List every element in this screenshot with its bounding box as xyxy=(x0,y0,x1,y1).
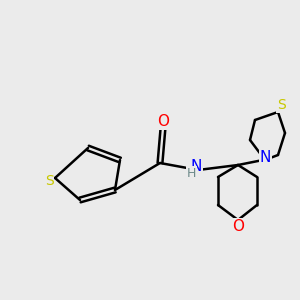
Text: N: N xyxy=(191,159,202,174)
Text: N: N xyxy=(260,150,271,165)
Text: S: S xyxy=(45,174,53,188)
Text: H: H xyxy=(187,167,196,180)
Text: O: O xyxy=(157,114,169,129)
Text: O: O xyxy=(232,219,244,234)
Text: S: S xyxy=(277,98,285,112)
